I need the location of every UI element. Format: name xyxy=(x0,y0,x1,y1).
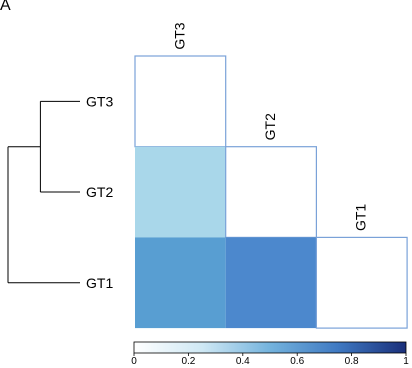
column-label-GT2: GT2 xyxy=(262,113,278,140)
heatmap-cells xyxy=(134,55,408,329)
heatmap-cell-GT3-GT3 xyxy=(134,55,227,148)
column-labels: GT3 GT2 GT1 xyxy=(171,22,368,231)
heatmap-cell-GT1-GT1 xyxy=(315,236,408,329)
heatmap-cell-GT1-GT3 xyxy=(135,237,226,329)
colorbar-tick-label: 0.6 xyxy=(290,356,304,367)
row-labels: GT3 GT2 GT1 xyxy=(86,93,113,290)
colorbar-tick-label: 0.4 xyxy=(236,356,250,367)
heatmap-cell-GT2-GT2 xyxy=(225,146,317,238)
column-label-GT1: GT1 xyxy=(353,204,369,231)
row-label-GT1: GT1 xyxy=(86,275,113,291)
heatmap-cell-GT1-GT2 xyxy=(225,237,317,329)
dendrogram xyxy=(7,100,80,284)
colorbar-ticks: 0 0.2 0.4 0.6 0.8 1 xyxy=(131,353,409,367)
colorbar-gradient xyxy=(133,341,407,354)
row-label-GT2: GT2 xyxy=(86,184,113,200)
colorbar-tick-label: 1 xyxy=(403,356,409,367)
column-label-GT3: GT3 xyxy=(171,22,187,49)
colorbar: 0 0.2 0.4 0.6 0.8 1 xyxy=(131,341,409,367)
heatmap-cell-GT2-GT3 xyxy=(135,146,226,238)
colorbar-tick-label: 0 xyxy=(131,356,137,367)
colorbar-tick-label: 0.2 xyxy=(181,356,195,367)
colorbar-tick-label: 0.8 xyxy=(345,356,359,367)
panel-label: A xyxy=(0,0,11,14)
row-label-GT3: GT3 xyxy=(86,93,113,109)
